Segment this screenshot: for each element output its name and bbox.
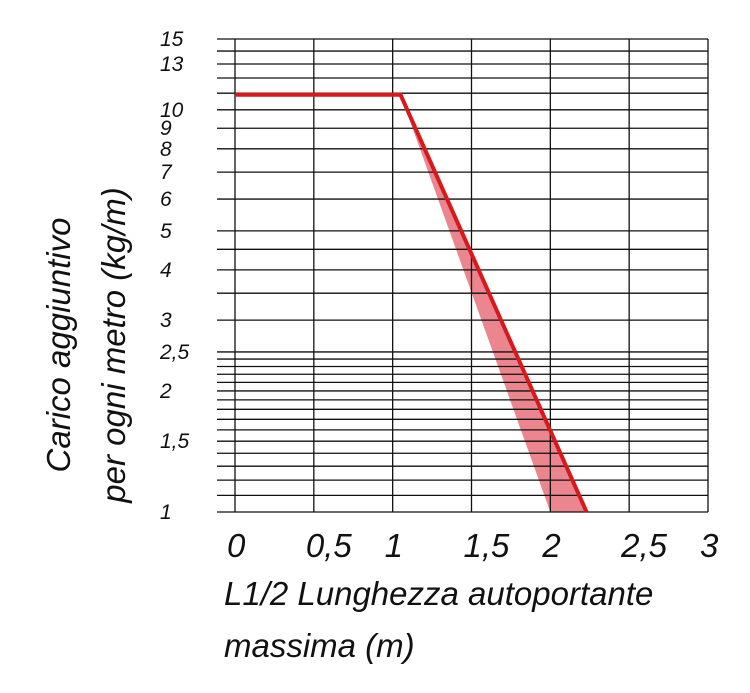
y-tick-label: 2 (159, 380, 172, 403)
y-tick-label: 10 (160, 99, 184, 122)
y-tick-label: 7 (160, 161, 173, 184)
y-tick-label: 4 (160, 259, 172, 282)
x-axis-title-line-1: L1/2 Lunghezza autoportante (224, 575, 653, 612)
y-tick-label: 15 (160, 28, 184, 51)
series-layer (235, 92, 589, 513)
y-tick-label: 2,5 (159, 341, 190, 364)
x-tick-label: 2 (541, 527, 560, 564)
y-tick-label: 3 (160, 309, 172, 332)
y-tick-label: 5 (160, 220, 172, 243)
y-tick-label: 8 (160, 138, 172, 161)
y-tick-label: 9 (160, 117, 172, 140)
y-axis-title-line-1: Carico aggiuntivo (40, 218, 77, 473)
x-tick-label: 3 (700, 527, 719, 564)
x-tick-label: 1,5 (464, 527, 511, 564)
x-axis-title-line-2: massima (m) (224, 627, 415, 664)
y-axis-title-line-2: per ogni metro (kg/m) (95, 187, 132, 503)
y-tick-label: 1,5 (160, 430, 190, 453)
grid-layer (217, 38, 709, 513)
x-tick-labels: 0 0,5 1 1,5 2 2,5 3 (227, 527, 719, 564)
y-tick-label: 13 (160, 53, 184, 76)
x-tick-label: 0 (227, 527, 246, 564)
y-tick-label: 6 (160, 188, 172, 211)
x-tick-label: 0,5 (306, 527, 353, 564)
x-tick-label: 2,5 (620, 527, 668, 564)
series-line-1 (235, 92, 589, 513)
y-tick-label: 1 (160, 501, 172, 524)
x-tick-label: 1 (385, 527, 403, 564)
